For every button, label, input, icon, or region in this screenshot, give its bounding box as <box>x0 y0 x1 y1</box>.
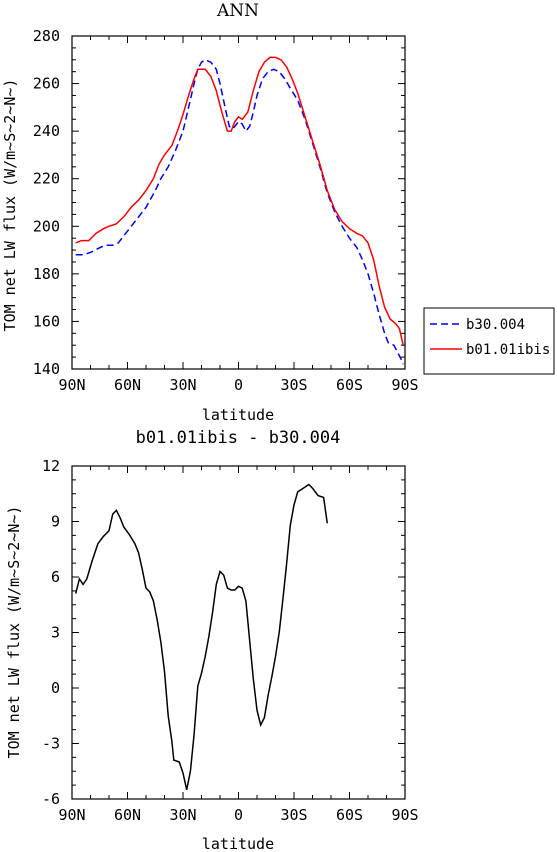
top-x-tick-label: 60N <box>114 376 141 394</box>
top-plot-frame <box>71 35 406 370</box>
top-x-axis-label: latitude <box>202 406 274 424</box>
bottom-plot-frame <box>71 465 406 800</box>
top-series-line-1 <box>75 56 404 346</box>
bottom-y-tick-label: 12 <box>42 457 60 475</box>
top-x-tick-label: 0 <box>234 376 243 394</box>
bottom-y-tick-label: 3 <box>51 624 60 642</box>
bottom-y-tick-label: -6 <box>42 790 60 808</box>
bottom-y-tick-label: 9 <box>51 513 60 531</box>
legend: b30.004 b01.01ibis <box>423 307 555 375</box>
bottom-y-tick-label: 6 <box>51 568 60 586</box>
top-y-axis-label: TOM net LW flux (W/m~S~2~N~) <box>1 79 19 332</box>
bottom-x-tick-label: 30S <box>280 806 307 824</box>
top-y-tick-label: 140 <box>33 360 60 378</box>
top-plot-area: 90N 60N 30N 0 30S 60S 90S 140 160 180 200 220 240 260… <box>33 27 419 394</box>
bottom-panel: b01.01ibis - b30.004 TOM net LW flux (W/… <box>5 428 419 852</box>
bottom-x-tick-label: 30N <box>169 806 196 824</box>
top-y-tick-label: 160 <box>33 312 60 330</box>
bottom-x-tick-label: 0 <box>234 806 243 824</box>
top-series-line-0 <box>75 58 404 365</box>
top-x-tick-label: 90S <box>391 376 418 394</box>
top-x-tick-label: 90N <box>58 376 85 394</box>
top-panel: ANN TOM net LW flux (W/m~S~2~N~) latitud… <box>1 1 555 424</box>
top-x-tick-label: 30N <box>169 376 196 394</box>
legend-box <box>423 307 555 375</box>
top-y-tick-label: 280 <box>33 27 60 45</box>
top-y-tick-label: 220 <box>33 170 60 188</box>
bottom-chart-title: b01.01ibis - b30.004 <box>136 428 341 448</box>
bottom-y-axis-label: TOM net LW flux (W/m~S~2~N~) <box>5 506 23 759</box>
top-y-tick-label: 240 <box>33 122 60 140</box>
top-x-tick-label: 30S <box>280 376 307 394</box>
legend-label-b30004: b30.004 <box>466 317 525 333</box>
bottom-x-tick-label: 90S <box>391 806 418 824</box>
bottom-y-tick-label: -3 <box>42 735 60 753</box>
top-x-tick-label: 60S <box>336 376 363 394</box>
legend-label-b0101ibis: b01.01ibis <box>466 342 550 358</box>
top-y-tick-label: 180 <box>33 265 60 283</box>
top-y-tick-label: 200 <box>33 217 60 235</box>
top-chart-title: ANN <box>216 1 259 21</box>
bottom-series-line-0 <box>74 483 329 790</box>
bottom-x-tick-label: 60S <box>336 806 363 824</box>
bottom-x-tick-label: 90N <box>58 806 85 824</box>
bottom-plot-area: 90N 60N 30N 0 30S 60S 90S -6 -3 0 3 6 9 12 <box>42 457 419 824</box>
bottom-y-tick-label: 0 <box>51 679 60 697</box>
top-y-tick-label: 260 <box>33 75 60 93</box>
bottom-x-axis-label: latitude <box>202 835 274 852</box>
bottom-x-tick-label: 60N <box>114 806 141 824</box>
